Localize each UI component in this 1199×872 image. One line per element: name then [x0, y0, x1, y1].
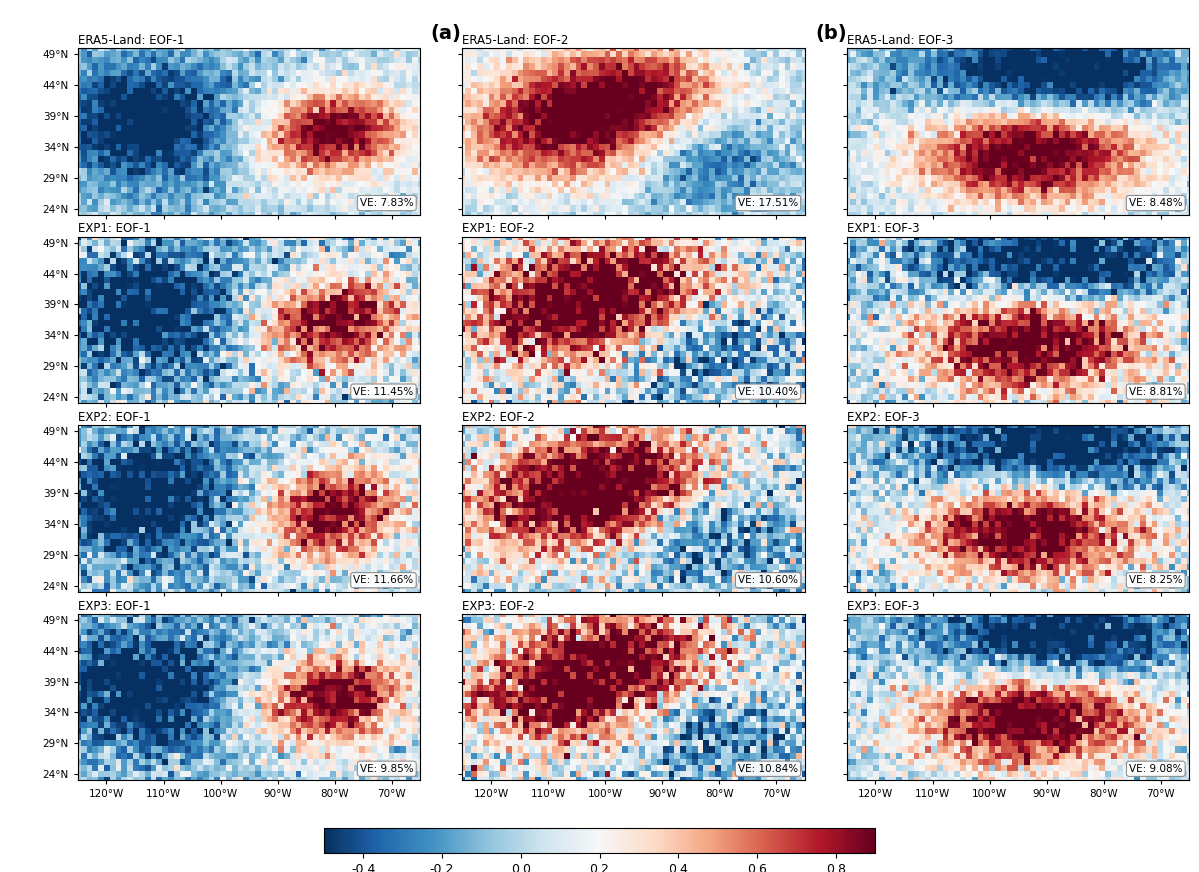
Text: EXP3: EOF-2: EXP3: EOF-2 [463, 600, 535, 612]
Text: (b): (b) [815, 24, 846, 43]
Text: VE: 7.83%: VE: 7.83% [360, 198, 414, 208]
Text: VE: 8.81%: VE: 8.81% [1129, 386, 1182, 397]
Text: EXP1: EOF-2: EXP1: EOF-2 [463, 222, 535, 235]
Text: VE: 8.25%: VE: 8.25% [1129, 576, 1182, 585]
Text: ERA5-Land: EOF-3: ERA5-Land: EOF-3 [846, 34, 953, 47]
Text: EXP1: EOF-1: EXP1: EOF-1 [78, 222, 151, 235]
Text: VE: 9.08%: VE: 9.08% [1129, 764, 1182, 773]
Text: VE: 10.60%: VE: 10.60% [739, 576, 799, 585]
Text: EXP3: EOF-1: EXP3: EOF-1 [78, 600, 151, 612]
Text: EXP2: EOF-1: EXP2: EOF-1 [78, 411, 151, 424]
Text: ERA5-Land: EOF-2: ERA5-Land: EOF-2 [463, 34, 568, 47]
Text: (a): (a) [430, 24, 462, 43]
Text: ERA5-Land: EOF-1: ERA5-Land: EOF-1 [78, 34, 185, 47]
Text: VE: 11.45%: VE: 11.45% [354, 386, 414, 397]
Text: EXP3: EOF-3: EXP3: EOF-3 [846, 600, 920, 612]
Text: EXP2: EOF-2: EXP2: EOF-2 [463, 411, 535, 424]
Text: EXP2: EOF-3: EXP2: EOF-3 [846, 411, 920, 424]
Text: EXP1: EOF-3: EXP1: EOF-3 [846, 222, 920, 235]
Text: VE: 8.48%: VE: 8.48% [1129, 198, 1182, 208]
Text: VE: 9.85%: VE: 9.85% [360, 764, 414, 773]
Text: VE: 10.40%: VE: 10.40% [739, 386, 799, 397]
Text: VE: 11.66%: VE: 11.66% [354, 576, 414, 585]
Text: VE: 17.51%: VE: 17.51% [737, 198, 799, 208]
Text: VE: 10.84%: VE: 10.84% [737, 764, 799, 773]
